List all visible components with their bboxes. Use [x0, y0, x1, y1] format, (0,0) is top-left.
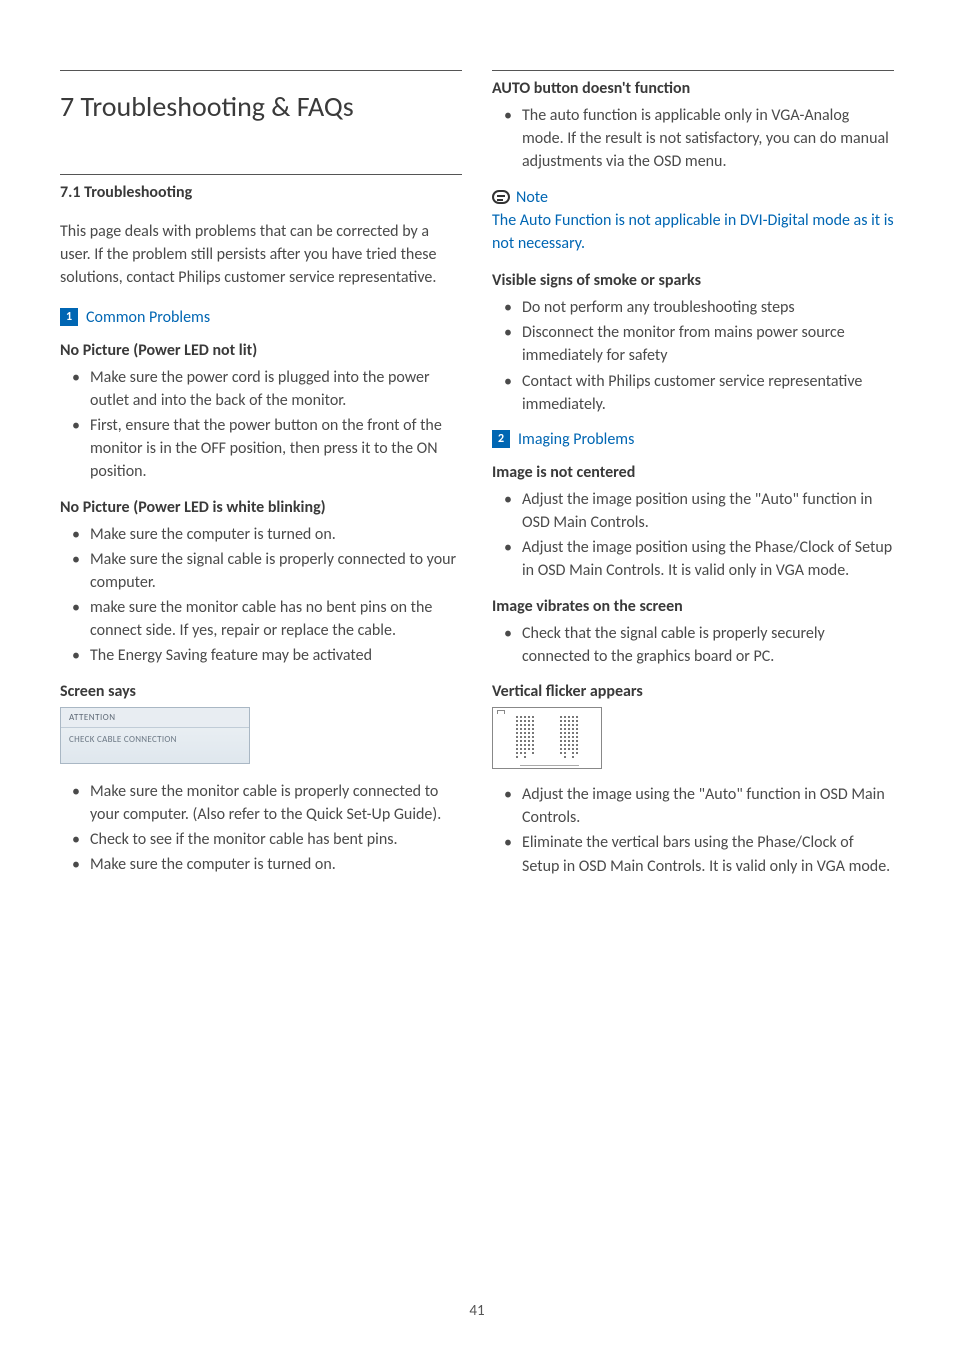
- list-item: Adjust the image position using the Phas…: [492, 536, 894, 582]
- attention-header: ATTENTION: [61, 708, 249, 728]
- note-text: The Auto Function is not applicable in D…: [492, 209, 894, 255]
- vibrates-list: Check that the signal cable is properly …: [492, 622, 894, 668]
- list-item: Make sure the computer is turned on.: [60, 523, 462, 546]
- list-item: First, ensure that the power button on t…: [60, 414, 462, 484]
- list-item: Contact with Philips customer service re…: [492, 370, 894, 416]
- vertical-flicker-title: Vertical flicker appears: [492, 682, 894, 701]
- attention-box: ATTENTION CHECK CABLE CONNECTION: [60, 707, 250, 764]
- no-picture-blinking-title: No Picture (Power LED is white blinking): [60, 498, 462, 517]
- note-icon: [492, 190, 510, 204]
- screen-says-title: Screen says: [60, 682, 462, 701]
- list-item: make sure the monitor cable has no bent …: [60, 596, 462, 642]
- vibrates-title: Image vibrates on the screen: [492, 597, 894, 616]
- badge-1: 1: [60, 308, 78, 326]
- no-picture-blinking-list: Make sure the computer is turned on. Mak…: [60, 523, 462, 668]
- list-item: Do not perform any troubleshooting steps: [492, 296, 894, 319]
- smoke-list: Do not perform any troubleshooting steps…: [492, 296, 894, 416]
- badge-2: 2: [492, 430, 510, 448]
- list-item: The Energy Saving feature may be activat…: [60, 644, 462, 667]
- list-item: Eliminate the vertical bars using the Ph…: [492, 831, 894, 877]
- list-item: Make sure the signal cable is properly c…: [60, 548, 462, 594]
- auto-button-list: The auto function is applicable only in …: [492, 104, 894, 174]
- note-heading: Note: [492, 188, 894, 207]
- no-picture-not-lit-title: No Picture (Power LED not lit): [60, 341, 462, 360]
- vertical-flicker-list: Adjust the image using the "Auto" functi…: [492, 783, 894, 878]
- common-problems-label: Common Problems: [86, 308, 210, 327]
- smoke-title: Visible signs of smoke or sparks: [492, 271, 894, 290]
- list-item: Disconnect the monitor from mains power …: [492, 321, 894, 367]
- common-problems-heading: 1 Common Problems: [60, 308, 462, 327]
- chapter-title: 7 Troubleshooting & FAQs: [60, 70, 462, 124]
- note-label: Note: [516, 188, 548, 207]
- list-item: Adjust the image using the "Auto" functi…: [492, 783, 894, 829]
- vbar-group-left: [516, 716, 534, 760]
- list-item: Make sure the computer is turned on.: [60, 853, 462, 876]
- list-item: Adjust the image position using the "Aut…: [492, 488, 894, 534]
- no-picture-not-lit-list: Make sure the power cord is plugged into…: [60, 366, 462, 484]
- not-centered-list: Adjust the image position using the "Aut…: [492, 488, 894, 583]
- section-title: 7.1 Troubleshooting: [60, 174, 462, 202]
- list-item: Check that the signal cable is properly …: [492, 622, 894, 668]
- attention-body: CHECK CABLE CONNECTION: [61, 728, 249, 763]
- intro-paragraph: This page deals with problems that can b…: [60, 220, 462, 290]
- imaging-problems-heading: 2 Imaging Problems: [492, 430, 894, 449]
- not-centered-title: Image is not centered: [492, 463, 894, 482]
- list-item: The auto function is applicable only in …: [492, 104, 894, 174]
- vbar-group-right: [560, 716, 578, 760]
- screen-says-list: Make sure the monitor cable is properly …: [60, 780, 462, 877]
- list-item: Make sure the power cord is plugged into…: [60, 366, 462, 412]
- vertical-flicker-illustration: [492, 707, 602, 769]
- auto-button-title: AUTO button doesn't function: [492, 79, 894, 98]
- list-item: Check to see if the monitor cable has be…: [60, 828, 462, 851]
- page-number: 41: [0, 1302, 954, 1320]
- list-item: Make sure the monitor cable is properly …: [60, 780, 462, 826]
- imaging-problems-label: Imaging Problems: [518, 430, 634, 449]
